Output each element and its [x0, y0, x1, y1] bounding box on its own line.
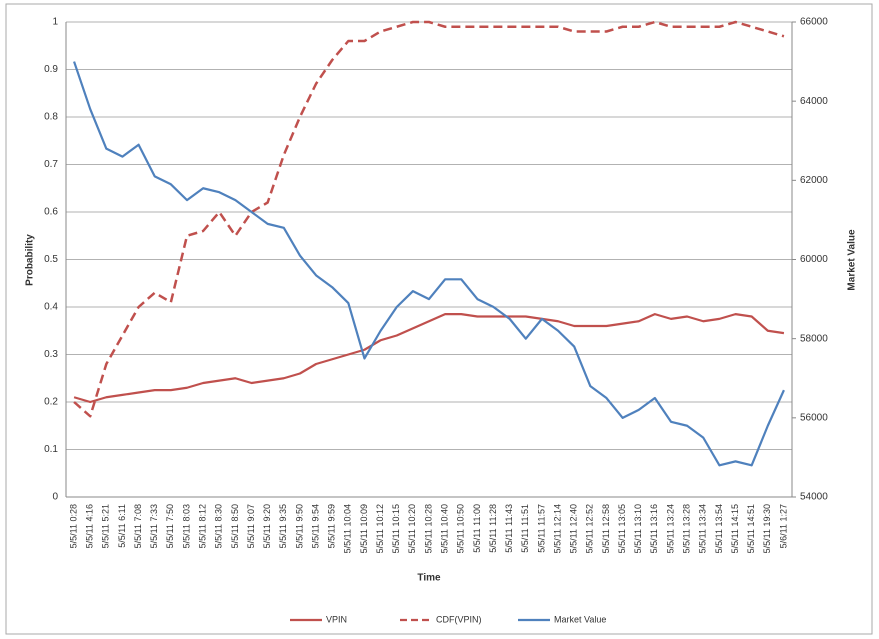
series-line — [73, 313, 785, 404]
x-tick-label: 5/5/11 4:16 — [85, 504, 95, 548]
x-tick-label: 5/5/11 13:16 — [649, 504, 659, 553]
x-tick-label: 5/5/11 10:28 — [423, 504, 433, 553]
y-tick-label: 0.2 — [44, 397, 58, 408]
x-tick-label: 5/5/11 19:30 — [762, 504, 772, 553]
x-tick-label: 5/5/11 9:54 — [310, 504, 320, 548]
legend-label: Market Value — [554, 614, 606, 624]
y-tick-label: 0.5 — [44, 254, 58, 265]
y-tick-label: 0.9 — [44, 64, 58, 75]
x-tick-label: 5/5/11 10:40 — [440, 504, 450, 553]
x-tick-label: 5/5/11 6:11 — [117, 504, 127, 548]
x-tick-label: 5/5/11 11:57 — [536, 504, 546, 553]
y-tick-label: 1 — [52, 17, 58, 28]
y-axis-title: Probability — [25, 234, 36, 286]
x-tick-label: 5/5/11 9:50 — [294, 504, 304, 548]
x-tick-label: 5/5/11 13:54 — [714, 504, 724, 553]
x-tick-label: 5/5/11 10:15 — [391, 504, 401, 553]
y2-tick-label: 62000 — [800, 175, 828, 186]
x-tick-label: 5/5/11 8:12 — [198, 504, 208, 548]
series-line — [73, 20, 785, 418]
x-tick-label: 5/5/11 7:08 — [133, 504, 143, 548]
x-tick-label: 5/5/11 11:43 — [504, 504, 514, 553]
y-tick-label: 0.4 — [44, 302, 58, 313]
x-tick-label: 5/5/11 10:50 — [456, 504, 466, 553]
y2-tick-label: 58000 — [800, 333, 828, 344]
x-tick-label: 5/5/11 9:59 — [327, 504, 337, 548]
y2-tick-label: 66000 — [800, 17, 828, 28]
y2-tick-label: 54000 — [800, 492, 828, 503]
x-tick-label: 5/5/11 9:20 — [262, 504, 272, 548]
y-tick-label: 0.6 — [44, 207, 58, 218]
x-tick-label: 5/5/11 9:07 — [246, 504, 256, 548]
y-tick-label: 0.7 — [44, 159, 58, 170]
x-tick-label: 5/5/11 13:10 — [633, 504, 643, 553]
y-tick-label: 0.8 — [44, 112, 58, 123]
x-tick-label: 5/5/11 8:30 — [214, 504, 224, 548]
x-tick-label: 5/5/11 13:34 — [698, 504, 708, 553]
x-tick-label: 5/5/11 14:15 — [730, 504, 740, 553]
x-tick-label: 5/5/11 11:51 — [520, 504, 530, 553]
series-line — [73, 61, 785, 467]
x-tick-label: 5/5/11 10:12 — [375, 504, 385, 553]
x-tick-label: 5/5/11 10:04 — [343, 504, 353, 553]
legend-label: CDF(VPIN) — [436, 614, 482, 624]
y2-axis-title: Market Value — [847, 229, 858, 291]
x-tick-label: 5/5/11 0:28 — [68, 504, 78, 548]
x-tick-label: 5/5/11 11:00 — [472, 504, 482, 553]
x-tick-label: 5/5/11 7:50 — [165, 504, 175, 548]
y-tick-label: 0.1 — [44, 444, 58, 455]
x-tick-label: 5/5/11 8:03 — [181, 504, 191, 548]
x-tick-label: 5/5/11 7:33 — [149, 504, 159, 548]
y2-tick-label: 56000 — [800, 412, 828, 423]
x-tick-label: 5/5/11 8:50 — [230, 504, 240, 548]
x-tick-label: 5/5/11 10:20 — [407, 504, 417, 553]
x-tick-label: 5/5/11 12:14 — [552, 504, 562, 553]
legend-label: VPIN — [326, 614, 347, 624]
chart-frame — [5, 3, 873, 635]
x-tick-label: 5/5/11 11:28 — [488, 504, 498, 553]
y2-tick-label: 64000 — [800, 96, 828, 107]
x-tick-label: 5/5/11 12:58 — [601, 504, 611, 553]
x-tick-label: 5/5/11 13:05 — [617, 504, 627, 553]
x-tick-label: 5/5/11 12:52 — [585, 504, 595, 553]
x-axis-title: Time — [417, 573, 441, 584]
x-tick-label: 5/5/11 13:24 — [665, 504, 675, 553]
y2-tick-label: 60000 — [800, 254, 828, 265]
x-tick-label: 5/5/11 5:21 — [101, 504, 111, 548]
x-tick-label: 5/5/11 10:09 — [359, 504, 369, 553]
x-tick-label: 5/5/11 9:35 — [278, 504, 288, 548]
x-tick-label: 5/5/11 13:28 — [682, 504, 692, 553]
y-tick-label: 0 — [52, 492, 58, 503]
x-tick-label: 5/5/11 12:40 — [569, 504, 579, 553]
x-tick-label: 5/6/11 1:27 — [778, 504, 788, 548]
y-tick-label: 0.3 — [44, 349, 58, 360]
x-tick-label: 5/5/11 14:51 — [746, 504, 756, 553]
